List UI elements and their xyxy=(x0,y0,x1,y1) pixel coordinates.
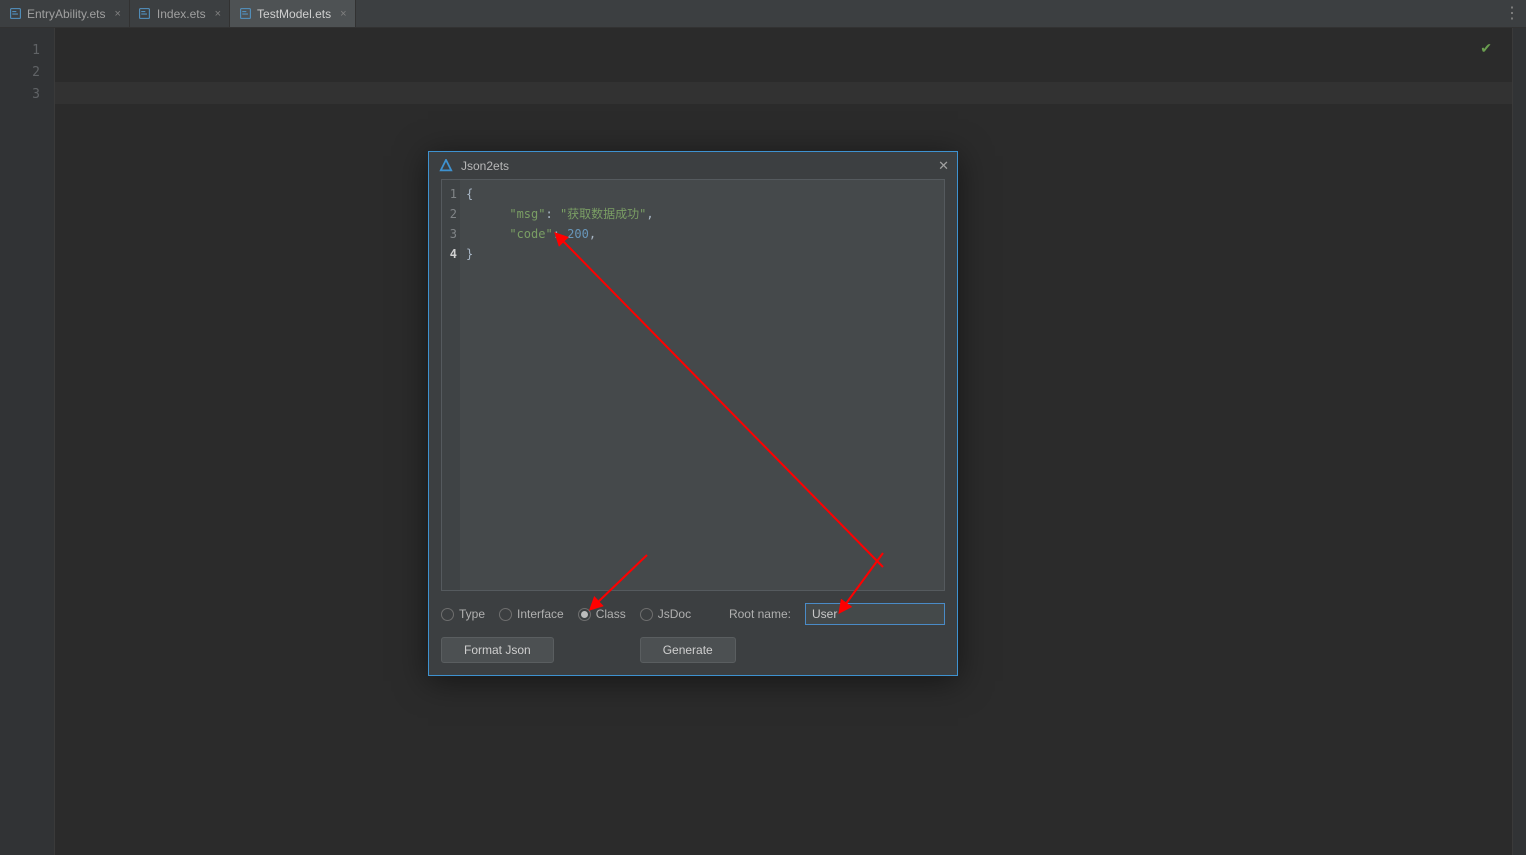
line-number: 2 xyxy=(442,204,457,224)
close-icon[interactable]: × xyxy=(114,8,120,20)
root-name-label: Root name: xyxy=(729,607,791,621)
line-number: 4 xyxy=(442,244,457,264)
line-number: 1 xyxy=(442,184,457,204)
json-line: "msg": "获取数据成功", xyxy=(466,204,654,224)
editor-tabbar: EntryAbility.ets×Index.ets×TestModel.ets… xyxy=(0,0,1526,28)
tab-label: Index.ets xyxy=(157,7,206,21)
line-number: 2 xyxy=(0,60,54,82)
dialog-body: 1234 { "msg": "获取数据成功", "code": 200,} Ty… xyxy=(429,179,957,675)
output-kind-radio[interactable]: Interface xyxy=(499,607,564,621)
json-line: { xyxy=(466,184,654,204)
radio-label: Class xyxy=(596,607,626,621)
radio-dot-icon xyxy=(499,608,512,621)
output-kind-radio[interactable]: Type xyxy=(441,607,485,621)
output-kind-radio[interactable]: Class xyxy=(578,607,626,621)
dialog-title: Json2ets xyxy=(461,159,509,173)
editor-tab[interactable]: Index.ets × xyxy=(130,0,230,27)
analysis-ok-icon: ✔ xyxy=(1480,40,1492,57)
json2ets-dialog: Json2ets ✕ 1234 { "msg": "获取数据成功", "code… xyxy=(428,151,958,676)
format-json-button[interactable]: Format Json xyxy=(441,637,554,663)
radio-dot-icon xyxy=(640,608,653,621)
json-line: } xyxy=(466,244,654,264)
json-input-editor[interactable]: 1234 { "msg": "获取数据成功", "code": 200,} xyxy=(441,179,945,591)
line-number: 3 xyxy=(0,82,54,104)
tabbar-overflow[interactable]: ⋮ xyxy=(1504,0,1526,27)
radio-label: Interface xyxy=(517,607,564,621)
radio-label: JsDoc xyxy=(658,607,691,621)
kebab-icon: ⋮ xyxy=(1504,6,1520,22)
json-line: "code": 200, xyxy=(466,224,654,244)
current-line-highlight xyxy=(55,82,1512,104)
close-icon[interactable]: ✕ xyxy=(938,158,949,174)
ets-file-icon xyxy=(138,7,152,21)
json-editor-code[interactable]: { "msg": "获取数据成功", "code": 200,} xyxy=(460,180,660,590)
options-row: Type Interface Class JsDoc Root name: xyxy=(441,603,945,625)
tab-label: TestModel.ets xyxy=(257,7,331,21)
ets-file-icon xyxy=(238,7,252,21)
editor-tab[interactable]: TestModel.ets × xyxy=(230,0,355,27)
line-number: 1 xyxy=(0,38,54,60)
editor-gutter: 123 xyxy=(0,28,55,855)
tab-label: EntryAbility.ets xyxy=(27,7,105,21)
editor-tab[interactable]: EntryAbility.ets × xyxy=(0,0,130,27)
json-editor-gutter: 1234 xyxy=(442,180,460,590)
app-logo-icon xyxy=(439,159,453,173)
editor-marker-strip xyxy=(1512,28,1526,855)
dialog-button-row: Format Json Generate xyxy=(441,637,945,663)
radio-label: Type xyxy=(459,607,485,621)
radio-dot-icon xyxy=(441,608,454,621)
generate-button[interactable]: Generate xyxy=(640,637,736,663)
close-icon[interactable]: × xyxy=(215,8,221,20)
close-icon[interactable]: × xyxy=(340,8,346,20)
ets-file-icon xyxy=(8,7,22,21)
line-number: 3 xyxy=(442,224,457,244)
root-name-input[interactable] xyxy=(805,603,945,625)
radio-dot-icon xyxy=(578,608,591,621)
dialog-titlebar[interactable]: Json2ets ✕ xyxy=(429,152,957,179)
output-kind-radio[interactable]: JsDoc xyxy=(640,607,691,621)
